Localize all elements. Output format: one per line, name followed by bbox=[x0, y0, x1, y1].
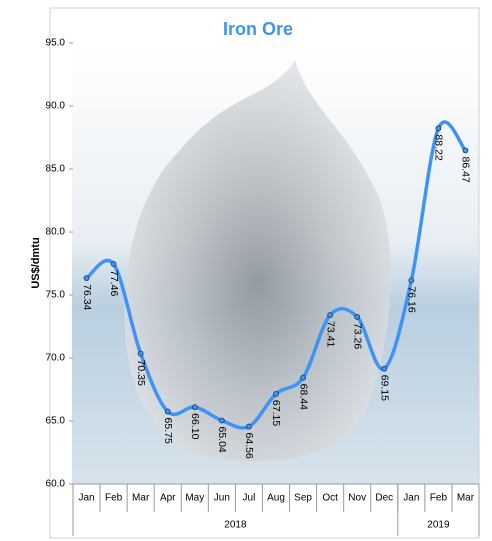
data-label: 73.41 bbox=[324, 321, 336, 347]
x-tick-label: Jun bbox=[214, 493, 230, 504]
x-tick-label: Dec bbox=[375, 493, 393, 504]
data-label: 77.46 bbox=[108, 270, 120, 296]
data-point bbox=[273, 391, 279, 397]
x-tick-label: Jan bbox=[78, 493, 94, 504]
data-point bbox=[381, 365, 388, 372]
y-tick-label: 70.0 bbox=[46, 353, 66, 364]
y-tick-label: 60.0 bbox=[46, 479, 66, 490]
x-tick-label: Aug bbox=[267, 493, 285, 504]
data-point bbox=[327, 312, 334, 318]
data-point bbox=[191, 404, 198, 411]
data-label: 86.47 bbox=[460, 156, 472, 182]
data-point bbox=[462, 147, 469, 154]
data-label: 70.35 bbox=[135, 360, 147, 386]
y-tick-label: 85.0 bbox=[46, 164, 66, 175]
data-point bbox=[354, 314, 361, 320]
data-point bbox=[110, 261, 117, 267]
group-label: 2019 bbox=[427, 520, 450, 531]
y-tick-label: 90.0 bbox=[46, 101, 66, 112]
y-tick-label: 75.0 bbox=[46, 290, 66, 301]
data-point bbox=[300, 374, 306, 381]
chart-title: Iron Ore bbox=[223, 19, 293, 39]
data-label: 69.15 bbox=[378, 375, 390, 401]
data-label: 76.34 bbox=[81, 284, 93, 310]
data-label: 68.44 bbox=[297, 384, 309, 410]
x-tick-label: Mar bbox=[457, 493, 475, 504]
data-label: 65.04 bbox=[216, 426, 228, 452]
x-tick-label: Feb bbox=[105, 493, 123, 504]
chart-frame bbox=[49, 7, 480, 539]
data-label: 66.10 bbox=[189, 413, 201, 439]
ore-image bbox=[124, 60, 391, 462]
x-tick-label: Oct bbox=[322, 493, 338, 504]
data-label: 88.22 bbox=[433, 134, 445, 160]
data-label: 64.56 bbox=[243, 433, 255, 459]
x-tick-label: May bbox=[185, 493, 204, 504]
data-label: 65.75 bbox=[162, 418, 174, 444]
data-label: 73.26 bbox=[351, 323, 363, 349]
data-point bbox=[246, 423, 252, 430]
y-axis-label: US$/dmtu bbox=[30, 237, 42, 288]
data-label: 67.15 bbox=[270, 400, 282, 426]
y-tick-label: 65.0 bbox=[46, 416, 66, 427]
y-tick-label: 95.0 bbox=[46, 38, 66, 49]
data-point bbox=[164, 408, 171, 415]
group-label: 2018 bbox=[224, 520, 247, 531]
x-tick-label: Apr bbox=[160, 493, 176, 504]
x-tick-label: Feb bbox=[430, 493, 448, 504]
x-tick-label: Nov bbox=[348, 493, 366, 504]
x-tick-label: Jul bbox=[243, 493, 256, 504]
x-tick-label: Mar bbox=[132, 493, 150, 504]
data-point bbox=[83, 275, 90, 282]
x-tick-label: Jan bbox=[403, 493, 419, 504]
data-point bbox=[137, 350, 144, 357]
data-point bbox=[408, 277, 415, 284]
x-tick-label: Sep bbox=[294, 493, 312, 504]
data-point bbox=[435, 125, 442, 132]
y-tick-label: 80.0 bbox=[46, 227, 66, 238]
data-label: 76.16 bbox=[406, 286, 418, 312]
data-point bbox=[218, 417, 225, 424]
